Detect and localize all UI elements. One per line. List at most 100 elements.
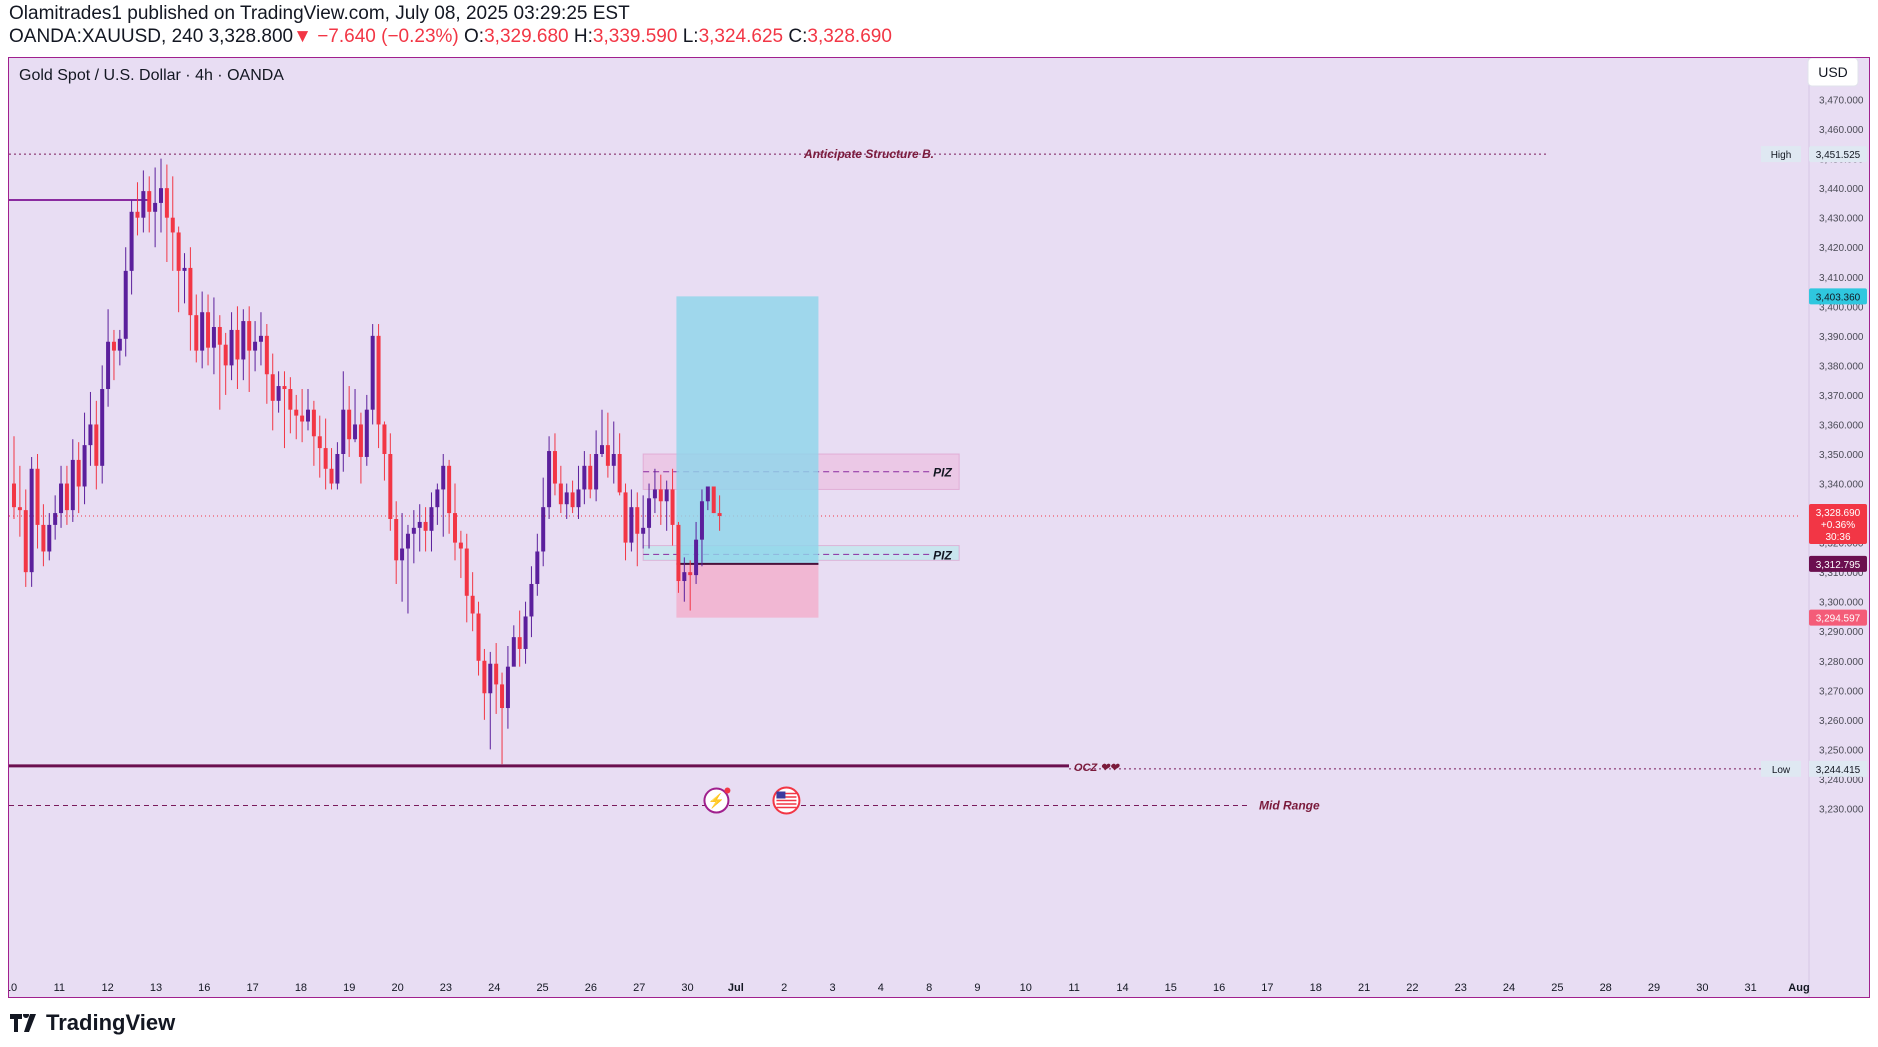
- x-tick-label: 30: [1696, 982, 1708, 994]
- y-tick-label: 3,290.000: [1819, 627, 1864, 638]
- candle-body: [447, 465, 452, 514]
- high-value: 3,339.590: [592, 26, 678, 47]
- x-tick-label: 11: [54, 982, 65, 994]
- candle-body: [270, 374, 275, 401]
- low-value-label: 3,244.415: [1816, 765, 1861, 776]
- brand-footer: TradingView: [10, 1010, 175, 1036]
- candle-body: [70, 459, 75, 511]
- candle-body: [53, 513, 58, 525]
- chart-title: Gold Spot / U.S. Dollar · 4h · OANDA: [19, 67, 284, 84]
- candle-body: [570, 492, 575, 508]
- x-tick-label: 14: [1116, 982, 1128, 994]
- x-tick-label: 8: [926, 982, 932, 994]
- x-tick-label: Aug: [1788, 982, 1809, 994]
- candle-body: [76, 459, 81, 487]
- y-tick-label: 3,310.000: [1819, 568, 1864, 579]
- candle-body: [117, 338, 122, 351]
- candle-body: [276, 386, 281, 401]
- candle-body: [106, 341, 111, 390]
- candle-body: [294, 409, 299, 416]
- candle-body: [364, 409, 369, 457]
- candle-body: [88, 424, 93, 446]
- price-chart[interactable]: Gold Spot / U.S. Dollar · 4h · OANDA USD 3…: [9, 58, 1869, 997]
- low-value-bg: [1809, 760, 1867, 777]
- x-tick-label: 3: [829, 982, 835, 994]
- candle-body: [617, 454, 622, 493]
- candle-body: [400, 548, 405, 561]
- target-zone: [676, 296, 819, 564]
- candle-body: [264, 335, 269, 375]
- low-label: L:: [682, 26, 699, 47]
- x-tick-label: 16: [198, 982, 210, 994]
- candle-body: [529, 583, 534, 617]
- candle-body: [517, 637, 522, 649]
- candle-body: [253, 341, 258, 351]
- candle-body: [47, 524, 52, 552]
- lightning-glyph: ⚡: [708, 793, 725, 810]
- candle-body: [594, 454, 599, 490]
- x-tick-label: 27: [633, 982, 645, 994]
- candle-body: [453, 513, 457, 543]
- x-tick-label: 29: [1648, 982, 1660, 994]
- candle-body: [435, 489, 440, 508]
- chart-frame[interactable]: Gold Spot / U.S. Dollar · 4h · OANDA USD 3…: [8, 57, 1870, 998]
- x-tick-label: 24: [488, 982, 500, 994]
- low-tag-bg: [1761, 760, 1801, 777]
- candle-body: [153, 202, 158, 212]
- candle-body: [223, 344, 228, 366]
- x-tick-label: 10: [9, 982, 17, 994]
- high-value-label: 3,451.525: [1816, 150, 1861, 161]
- candle-body: [394, 518, 399, 561]
- candle-body: [176, 232, 181, 271]
- candle-body: [547, 451, 552, 508]
- x-tick-label: 18: [1310, 982, 1322, 994]
- currency-button-label: USD: [1818, 64, 1848, 80]
- quote-line: OANDA:XAUUSD, 240 3,328.800▼ −7.640 (−0.…: [9, 26, 892, 48]
- candle-body: [429, 507, 434, 531]
- chart-header: Olamitrades1 published on TradingView.co…: [9, 3, 892, 48]
- candle-body: [688, 572, 693, 576]
- current-change-label: +0.36%: [1821, 520, 1855, 531]
- target-price-label-bg: [1809, 288, 1867, 305]
- y-tick-label: 3,460.000: [1819, 125, 1864, 136]
- x-tick-label: 2: [781, 982, 787, 994]
- candle-body: [194, 315, 199, 351]
- y-tick-label: 3,340.000: [1819, 480, 1864, 491]
- candle-body: [699, 501, 704, 540]
- candle-body: [658, 489, 663, 502]
- target-price-label: 3,403.360: [1816, 292, 1861, 303]
- candle-body: [247, 321, 252, 351]
- candle-body: [388, 454, 393, 519]
- candle-body: [682, 572, 687, 582]
- last-price: 3,328.800: [208, 26, 294, 47]
- x-tick-label: 10: [1020, 982, 1032, 994]
- close-value: 3,328.690: [807, 26, 892, 47]
- candle-body: [182, 267, 187, 271]
- candle-body: [282, 386, 287, 390]
- candle-body: [382, 424, 387, 454]
- open-value: 3,329.680: [484, 26, 569, 47]
- candle-body: [582, 465, 587, 490]
- candle-body: [94, 424, 99, 466]
- candle-body: [635, 507, 640, 534]
- candle-body: [717, 513, 722, 517]
- candle-body: [670, 489, 675, 525]
- high-tag-bg: [1761, 146, 1801, 163]
- entry-price-label-bg: [1809, 555, 1867, 572]
- candle-body: [347, 409, 352, 440]
- candle-body: [523, 616, 528, 649]
- y-tick-label: 3,270.000: [1819, 686, 1864, 697]
- candle-body: [641, 527, 646, 534]
- open-label: O:: [464, 26, 485, 47]
- x-tick-label: 23: [1455, 982, 1467, 994]
- candle-body: [611, 454, 616, 466]
- y-tick-label: 3,260.000: [1819, 716, 1864, 727]
- candle-body: [335, 454, 340, 484]
- candle-body: [229, 329, 234, 366]
- y-tick-label: 3,440.000: [1819, 184, 1864, 195]
- candle-body: [535, 551, 540, 584]
- candle-body: [159, 188, 163, 203]
- candle-body: [317, 436, 322, 449]
- candle-body: [23, 510, 28, 573]
- y-tick-label: 3,370.000: [1819, 391, 1864, 402]
